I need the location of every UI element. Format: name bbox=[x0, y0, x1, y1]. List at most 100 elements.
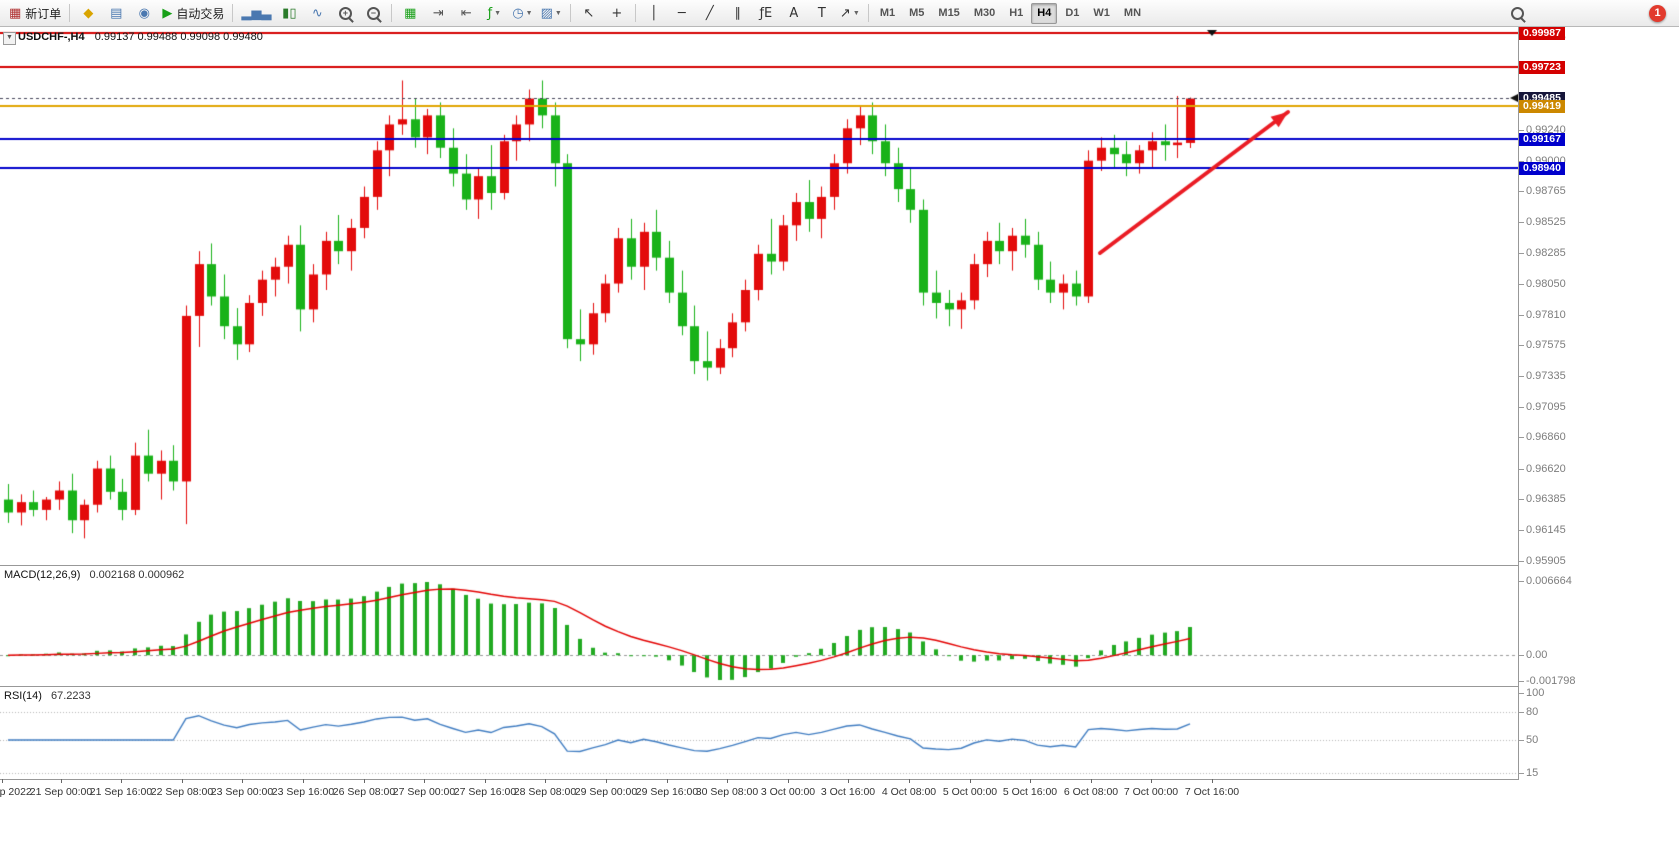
arrows-glyph-icon: ↗ bbox=[839, 5, 851, 21]
cursor-tool[interactable]: ↖ bbox=[576, 3, 602, 24]
fibonacci-tool[interactable]: ƒE bbox=[753, 3, 779, 24]
zoom-in-icon[interactable]: + bbox=[332, 3, 358, 24]
price-tick-label: 0.96620 bbox=[1519, 462, 1566, 475]
price-tick-label: 0.96145 bbox=[1519, 523, 1566, 536]
price-tick-label: 0.95905 bbox=[1519, 555, 1566, 567]
time-axis-label: 20 Sep 2022 bbox=[0, 786, 32, 798]
timeframe-mn-button[interactable]: MN bbox=[1123, 7, 1142, 19]
text-tool[interactable]: A bbox=[781, 3, 807, 24]
time-tick bbox=[242, 779, 243, 783]
time-tick bbox=[848, 779, 849, 783]
price-badge: 0.99167 bbox=[1519, 133, 1565, 147]
timeframe-d1-button[interactable]: D1 bbox=[1065, 7, 1080, 19]
autotrading-glyph-icon: ▶ bbox=[162, 5, 173, 21]
panel-separator[interactable] bbox=[0, 686, 1519, 687]
chart-symbol-label: USDCHF-,H4 bbox=[18, 31, 85, 43]
chevron-down-icon: ▼ bbox=[494, 9, 502, 17]
periods-glyph-icon: ◷ bbox=[512, 5, 524, 21]
horizontal-line-tool[interactable]: ─ bbox=[669, 3, 695, 24]
time-tick bbox=[970, 779, 971, 783]
time-tick bbox=[61, 779, 62, 783]
vertical-line-glyph-icon: │ bbox=[649, 5, 658, 21]
time-axis-label: 23 Sep 00:00 bbox=[210, 786, 274, 798]
bar-chart-icon-glyph-icon: ▂▅▃ bbox=[241, 5, 272, 21]
auto-scroll-icon[interactable]: ⇥ bbox=[425, 3, 451, 24]
vertical-line-tool[interactable]: │ bbox=[641, 3, 667, 24]
time-axis-label: 5 Oct 00:00 bbox=[942, 786, 998, 798]
macd-panel-canvas[interactable] bbox=[0, 566, 1518, 686]
navigator-icon-glyph-icon: ◉ bbox=[138, 5, 150, 21]
crosshair-glyph-icon: + bbox=[611, 5, 623, 21]
macd-name: MACD(12,26,9) bbox=[4, 569, 81, 581]
time-tick bbox=[545, 779, 546, 783]
timeframe-h4-button[interactable]: H4 bbox=[1031, 2, 1058, 24]
time-tick bbox=[424, 779, 425, 783]
bar-chart-icon[interactable]: ▂▅▃ bbox=[238, 3, 274, 24]
label-tool[interactable]: T bbox=[809, 3, 835, 24]
auto-scroll-icon-glyph-icon: ⇥ bbox=[432, 5, 444, 21]
zoom-out-icon[interactable]: − bbox=[360, 3, 386, 24]
crosshair-tool[interactable]: + bbox=[604, 3, 630, 24]
time-axis-label: 27 Sep 16:00 bbox=[453, 786, 517, 798]
templates-button[interactable]: ▨ ▼ bbox=[538, 3, 565, 24]
line-chart-icon[interactable]: ∿ bbox=[304, 3, 330, 24]
indicators-glyph-icon: ƒ bbox=[487, 5, 493, 21]
macd-scale-min: -0.001798 bbox=[1519, 675, 1576, 687]
time-tick bbox=[364, 779, 365, 783]
toolbar-separator bbox=[867, 4, 869, 22]
panel-separator[interactable] bbox=[0, 565, 1519, 566]
navigator-icon[interactable]: ◉ bbox=[131, 3, 157, 24]
price-axis[interactable]: 0.999550.992400.990000.987650.985250.982… bbox=[1518, 27, 1679, 779]
toolbar-right: 1 bbox=[1503, 0, 1674, 26]
time-axis-label: 28 Sep 08:00 bbox=[513, 786, 577, 798]
notification-badge[interactable]: 1 bbox=[1649, 4, 1666, 22]
new-order-button[interactable]: ▦ 新订单 bbox=[6, 3, 64, 24]
data-window-icon[interactable]: ▤ bbox=[103, 3, 129, 24]
equidistant-channel-tool[interactable]: ∥ bbox=[725, 3, 751, 24]
autotrading-button[interactable]: ▶ 自动交易 bbox=[159, 3, 227, 24]
time-tick bbox=[182, 779, 183, 783]
new-order-button-label: 新订单 bbox=[25, 6, 62, 21]
candlestick-chart-icon[interactable]: ▮▯ bbox=[276, 3, 302, 24]
templates-glyph-icon: ▨ bbox=[540, 5, 553, 21]
symbol-dropdown[interactable]: ▼ bbox=[3, 32, 16, 45]
time-tick bbox=[667, 779, 668, 783]
chevron-down-icon: ▼ bbox=[525, 9, 533, 17]
search-button[interactable] bbox=[1504, 3, 1530, 24]
price-badge: 0.98940 bbox=[1519, 162, 1565, 176]
trendline-tool[interactable]: ╱ bbox=[697, 3, 723, 24]
market-watch-icon-glyph-icon: ◆ bbox=[83, 5, 94, 21]
market-watch-icon[interactable]: ◆ bbox=[75, 3, 101, 24]
rsi-panel-canvas[interactable] bbox=[0, 687, 1518, 779]
indicators-button[interactable]: ƒ ▼ bbox=[481, 3, 507, 24]
zoom-out-icon: − bbox=[366, 6, 380, 20]
timeframe-m30-button[interactable]: M30 bbox=[973, 7, 996, 19]
price-tick-label: 0.97335 bbox=[1519, 370, 1566, 383]
toolbar-buttons: ▦ 新订单 ◆ ▤ ◉ ▶ 自动交易 ▂▅▃ ▮▯ ∿ + − ▦ ⇥ ⇤ ƒ ▼ ◷ ▼ ▨ ▼ ↖ + │ ─ ╱ ∥ ƒE A T ↗… bbox=[5, 0, 873, 26]
rsi-label: RSI(14) 67.2233 bbox=[4, 690, 91, 702]
timeframe-m1-button[interactable]: M1 bbox=[879, 7, 896, 19]
periods-button[interactable]: ◷ ▼ bbox=[509, 3, 535, 24]
data-window-icon-glyph-icon: ▤ bbox=[110, 5, 123, 21]
timeframe-h1-button[interactable]: H1 bbox=[1009, 7, 1024, 19]
horizontal-line-glyph-icon: ─ bbox=[677, 5, 686, 21]
time-axis-label: 6 Oct 08:00 bbox=[1063, 786, 1119, 798]
grid-icon-glyph-icon: ▦ bbox=[404, 5, 417, 21]
rsi-value: 67.2233 bbox=[50, 690, 91, 702]
rsi-scale-label: 15 bbox=[1518, 767, 1539, 779]
arrows-tool[interactable]: ↗ ▼ bbox=[837, 3, 863, 24]
new-order-glyph-icon: ▦ bbox=[9, 5, 22, 21]
timeframe-w1-button[interactable]: W1 bbox=[1093, 7, 1110, 19]
price-badge: 0.99419 bbox=[1519, 100, 1565, 114]
timeframe-m5-button[interactable]: M5 bbox=[909, 7, 925, 19]
cursor-glyph-icon: ↖ bbox=[583, 5, 595, 21]
price-tick-label: 0.99240 bbox=[1519, 123, 1566, 136]
chart-shift-icon[interactable]: ⇤ bbox=[453, 3, 479, 24]
time-tick bbox=[788, 779, 789, 783]
grid-icon[interactable]: ▦ bbox=[397, 3, 423, 24]
timeframe-m15-button[interactable]: M15 bbox=[938, 7, 960, 19]
chart-title: USDCHF-,H4 0.99137 0.99488 0.99098 0.994… bbox=[18, 31, 263, 43]
price-tick-label: 0.97810 bbox=[1519, 308, 1566, 321]
main-chart-canvas[interactable] bbox=[0, 27, 1518, 565]
